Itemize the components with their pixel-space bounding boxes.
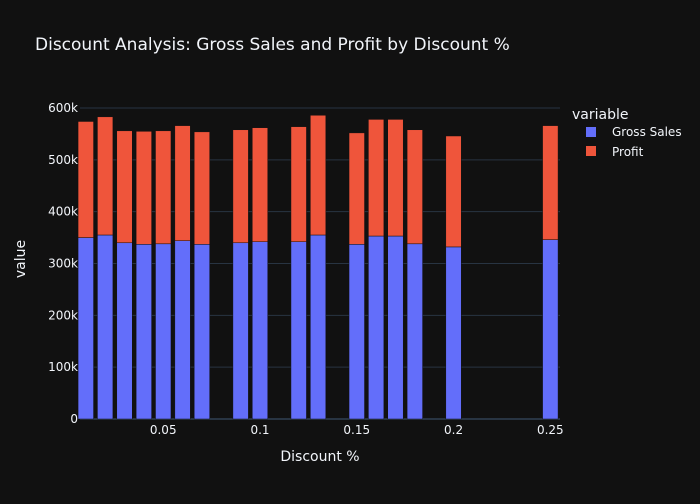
legend-label-gross-sales: Gross Sales bbox=[612, 125, 682, 139]
bar-gross-sales[interactable] bbox=[290, 241, 307, 420]
legend: variable Gross Sales Profit bbox=[572, 107, 682, 159]
y-tick-labels: 0 100k 200k 300k 400k 500k 600k bbox=[48, 101, 78, 426]
bar-gross-sales[interactable] bbox=[97, 234, 114, 420]
bar-profit[interactable] bbox=[290, 126, 307, 242]
bar-profit[interactable] bbox=[542, 125, 559, 240]
x-tick-label: 0.15 bbox=[343, 423, 370, 437]
bar-gross-sales[interactable] bbox=[445, 246, 462, 420]
bar-gross-sales[interactable] bbox=[348, 244, 365, 420]
legend-swatch-profit bbox=[586, 146, 596, 156]
bar-profit[interactable] bbox=[97, 116, 114, 236]
y-tick-label: 400k bbox=[48, 205, 78, 219]
legend-item-gross-sales[interactable]: Gross Sales bbox=[586, 125, 682, 139]
x-tick-label: 0.25 bbox=[537, 423, 564, 437]
x-tick-labels: 0.05 0.1 0.15 0.2 0.25 bbox=[150, 423, 564, 437]
bar-profit[interactable] bbox=[135, 131, 152, 245]
y-tick-label: 300k bbox=[48, 257, 78, 271]
legend-label-profit: Profit bbox=[612, 145, 644, 159]
bar-gross-sales[interactable] bbox=[387, 235, 404, 420]
bar-profit[interactable] bbox=[445, 135, 462, 248]
bar-profit[interactable] bbox=[368, 119, 385, 237]
bar-gross-sales[interactable] bbox=[174, 240, 191, 420]
legend-title: variable bbox=[572, 107, 628, 123]
bar-gross-sales[interactable] bbox=[406, 243, 423, 420]
y-tick-label: 0 bbox=[70, 412, 78, 426]
bar-gross-sales[interactable] bbox=[77, 237, 94, 420]
bar-profit[interactable] bbox=[174, 125, 191, 241]
bar-profit[interactable] bbox=[406, 129, 423, 245]
bar-gross-sales[interactable] bbox=[310, 234, 327, 420]
bar-gross-sales[interactable] bbox=[542, 239, 559, 420]
bar-profit[interactable] bbox=[252, 127, 268, 242]
y-tick-label: 100k bbox=[48, 360, 78, 374]
y-tick-label: 200k bbox=[48, 308, 78, 322]
x-tick-label: 0.2 bbox=[444, 423, 463, 437]
bar-profit[interactable] bbox=[310, 115, 327, 236]
bar-gross-sales[interactable] bbox=[252, 241, 268, 420]
bar-profit[interactable] bbox=[193, 131, 210, 245]
bar-profit[interactable] bbox=[116, 130, 133, 244]
bar-profit[interactable] bbox=[348, 132, 365, 245]
bar-profit[interactable] bbox=[387, 119, 404, 237]
x-tick-label: 0.1 bbox=[250, 423, 269, 437]
chart-title: Discount Analysis: Gross Sales and Profi… bbox=[35, 35, 510, 55]
bar-gross-sales[interactable] bbox=[135, 244, 152, 420]
legend-item-profit[interactable]: Profit bbox=[586, 145, 644, 159]
bar-gross-sales[interactable] bbox=[232, 242, 249, 420]
x-tick-label: 0.05 bbox=[150, 423, 177, 437]
x-axis-title: Discount % bbox=[280, 449, 359, 465]
bar-gross-sales[interactable] bbox=[368, 235, 385, 420]
bar-profit[interactable] bbox=[232, 129, 249, 244]
bar-gross-sales[interactable] bbox=[116, 242, 133, 420]
y-tick-label: 500k bbox=[48, 153, 78, 167]
bars-layer bbox=[77, 115, 559, 420]
bar-gross-sales[interactable] bbox=[193, 244, 210, 420]
bar-profit[interactable] bbox=[77, 121, 94, 238]
legend-swatch-gross-sales bbox=[586, 127, 596, 137]
y-tick-label: 600k bbox=[48, 101, 78, 115]
bar-profit[interactable] bbox=[155, 130, 172, 245]
y-axis-title: value bbox=[13, 240, 29, 278]
bar-gross-sales[interactable] bbox=[155, 243, 172, 420]
